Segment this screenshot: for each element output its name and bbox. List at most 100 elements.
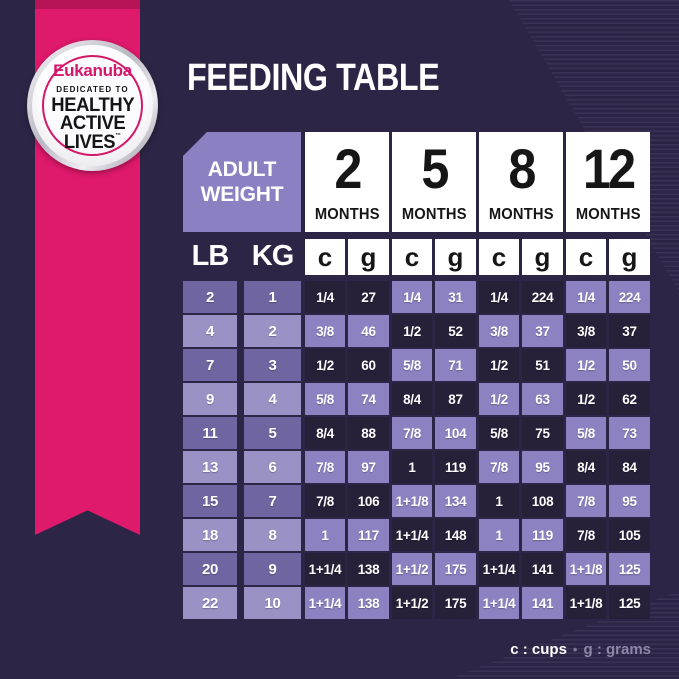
unit-header-c-2: c [479, 239, 519, 275]
lb-value: 15 [183, 485, 237, 517]
lb-value: 22 [183, 587, 237, 619]
grams-value: 60 [348, 349, 389, 381]
table-row: 11 5 8/4 88 7/8 104 5/8 75 5/8 73 [183, 417, 650, 449]
kg-value: 7 [244, 485, 301, 517]
kg-value: 5 [244, 417, 301, 449]
kg-value: 4 [244, 383, 301, 415]
months-header-row: ADULT WEIGHT 2 MONTHS 5 MONTHS 8 MONTHS 12 MONT… [183, 132, 650, 232]
grams-value: 175 [435, 587, 476, 619]
grams-value: 97 [348, 451, 389, 483]
cups-value: 1+1/2 [392, 553, 432, 585]
cups-value: 8/4 [566, 451, 606, 483]
units-legend: c : cups • g : grams [510, 641, 651, 658]
grams-value: 73 [609, 417, 650, 449]
cups-value: 5/8 [305, 383, 345, 415]
unit-header-c-0: c [305, 239, 345, 275]
grams-value: 108 [522, 485, 563, 517]
grams-value: 125 [609, 553, 650, 585]
cups-value: 5/8 [566, 417, 606, 449]
table-row: 15 7 7/8 106 1+1/8 134 1 108 7/8 95 [183, 485, 650, 517]
month-number: 2 [334, 136, 362, 200]
unit-header-c-3: c [566, 239, 606, 275]
legend-grams: g : grams [583, 641, 651, 658]
grams-value: 52 [435, 315, 476, 347]
cups-value: 1/2 [566, 383, 606, 415]
grams-value: 141 [522, 553, 563, 585]
grams-value: 224 [522, 281, 563, 313]
cups-value: 5/8 [479, 417, 519, 449]
cups-value: 1/4 [305, 281, 345, 313]
grams-value: 224 [609, 281, 650, 313]
cups-value: 8/4 [305, 417, 345, 449]
lb-value: 18 [183, 519, 237, 551]
eukanuba-seal-badge: Eukanuba DEDICATED TO HEALTHY ACTIVE LIV… [27, 40, 158, 171]
grams-value: 31 [435, 281, 476, 313]
cups-value: 1+1/4 [305, 553, 345, 585]
table-body: 2 1 1/4 27 1/4 31 1/4 224 1/4 224 4 2 3/8 46 1/2 52 3/8 3… [183, 281, 650, 619]
legend-cups: c : cups [510, 641, 567, 658]
grams-value: 51 [522, 349, 563, 381]
month-number: 8 [508, 136, 536, 200]
cups-value: 1+1/4 [305, 587, 345, 619]
cups-value: 1/4 [566, 281, 606, 313]
cups-value: 1+1/4 [392, 519, 432, 551]
kg-value: 6 [244, 451, 301, 483]
grams-value: 95 [522, 451, 563, 483]
cups-value: 7/8 [305, 485, 345, 517]
badge-face: Eukanuba DEDICATED TO HEALTHY ACTIVE LIV… [32, 45, 153, 166]
month-number: 12 [582, 136, 636, 200]
cups-value: 5/8 [392, 349, 432, 381]
grams-value: 46 [348, 315, 389, 347]
lb-column-header: LB [191, 239, 230, 272]
cups-value: 1 [479, 485, 519, 517]
cups-value: 3/8 [479, 315, 519, 347]
cups-value: 3/8 [305, 315, 345, 347]
cups-value: 1+1/2 [392, 587, 432, 619]
kg-value: 2 [244, 315, 301, 347]
grams-value: 37 [522, 315, 563, 347]
cups-value: 1+1/8 [566, 587, 606, 619]
lb-value: 11 [183, 417, 237, 449]
cups-value: 1/2 [479, 383, 519, 415]
table-row: 13 6 7/8 97 1 119 7/8 95 8/4 84 [183, 451, 650, 483]
cups-value: 1+1/8 [392, 485, 432, 517]
grams-value: 63 [522, 383, 563, 415]
unit-header-g-1: g [435, 239, 476, 275]
month-label: MONTHS [314, 206, 380, 223]
badge-healthy-text: HEALTHY [51, 94, 134, 116]
month-label: MONTHS [401, 206, 467, 223]
lb-value: 13 [183, 451, 237, 483]
table-row: 4 2 3/8 46 1/2 52 3/8 37 3/8 37 [183, 315, 650, 347]
cups-value: 3/8 [566, 315, 606, 347]
cups-value: 7/8 [479, 451, 519, 483]
grams-value: 105 [609, 519, 650, 551]
cups-value: 1 [479, 519, 519, 551]
month-header-2: 2 MONTHS [305, 132, 389, 232]
cups-value: 1+1/8 [566, 553, 606, 585]
grams-value: 148 [435, 519, 476, 551]
cups-value: 1/2 [305, 349, 345, 381]
cups-value: 7/8 [305, 451, 345, 483]
grams-value: 106 [348, 485, 389, 517]
badge-lives-text: LIVES™ [63, 131, 122, 153]
adult-weight-header: ADULT WEIGHT [183, 132, 301, 232]
page-title: FEEDING TABLE [187, 57, 440, 99]
adult-weight-line2: WEIGHT [200, 183, 284, 206]
grams-value: 71 [435, 349, 476, 381]
cups-value: 1/4 [479, 281, 519, 313]
table-row: 18 8 1 117 1+1/4 148 1 119 7/8 105 [183, 519, 650, 551]
table-row: 22 10 1+1/4 138 1+1/2 175 1+1/4 141 1+1/8 125 [183, 587, 650, 619]
legend-separator-dot: • [572, 642, 578, 657]
cups-value: 1/2 [479, 349, 519, 381]
unit-header-c-1: c [392, 239, 432, 275]
grams-value: 74 [348, 383, 389, 415]
grams-value: 141 [522, 587, 563, 619]
lb-value: 4 [183, 315, 237, 347]
table-row: 7 3 1/2 60 5/8 71 1/2 51 1/2 50 [183, 349, 650, 381]
grams-value: 104 [435, 417, 476, 449]
unit-header-g-2: g [522, 239, 563, 275]
feeding-table: ADULT WEIGHT 2 MONTHS 5 MONTHS 8 MONTHS 12 MONT… [183, 132, 650, 621]
lb-value: 2 [183, 281, 237, 313]
month-label: MONTHS [488, 206, 554, 223]
